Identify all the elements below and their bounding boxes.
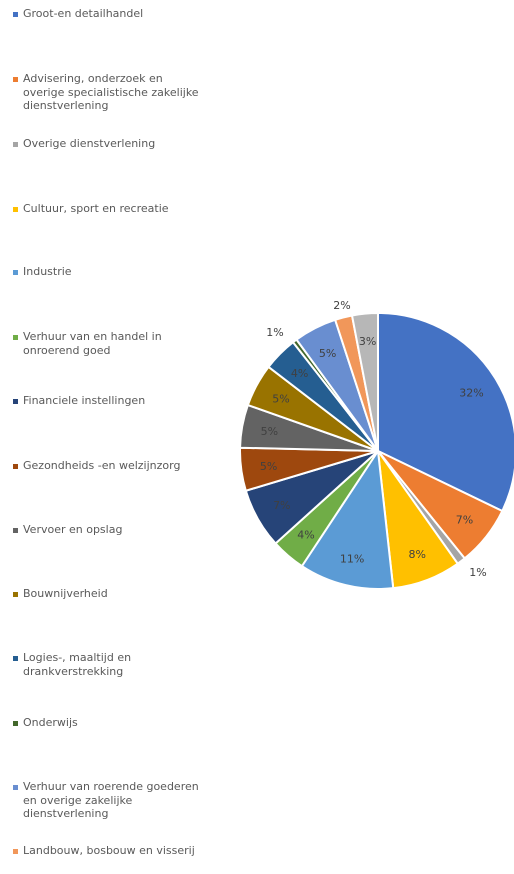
chart-legend: Groot-en detailhandel Advisering, onderzo… xyxy=(0,0,210,874)
legend-label: Bouwnijverheid xyxy=(23,587,108,600)
legend-label: Verhuur van en handel in onroerend goed xyxy=(23,330,162,357)
legend-item: Overige dienstverlening xyxy=(13,137,203,151)
legend-label: Verhuur van roerende goederen en overige… xyxy=(23,780,199,820)
legend-swatch xyxy=(13,11,18,17)
legend-swatch xyxy=(13,334,18,340)
legend-item: Vervoer en opslag xyxy=(13,523,203,537)
pie-slice xyxy=(350,311,379,452)
slice-label: 5% xyxy=(272,392,289,405)
legend-label: Groot-en detailhandel xyxy=(23,7,144,20)
slice-label: 1% xyxy=(266,326,283,339)
legend-label: Landbouw, bosbouw en visserij xyxy=(23,844,195,857)
legend-swatch xyxy=(13,784,18,790)
pie-slice xyxy=(377,311,514,513)
legend-item: Verhuur van en handel in onroerend goed xyxy=(13,330,203,357)
pie-slice xyxy=(300,448,395,590)
slice-label: 5% xyxy=(260,460,277,473)
slice-label: 1% xyxy=(469,566,486,579)
legend-swatch xyxy=(13,206,18,212)
slice-label: 2% xyxy=(333,299,350,312)
legend-swatch xyxy=(13,269,18,275)
slice-label: 7% xyxy=(273,499,290,512)
legend-label: Overige dienstverlening xyxy=(23,137,156,150)
legend-label: Logies-, maaltijd en drankverstrekking xyxy=(23,651,132,678)
legend-item: Cultuur, sport en recreatie xyxy=(13,202,203,216)
legend-label: Financiele instellingen xyxy=(23,394,146,407)
legend-item: Industrie xyxy=(13,265,203,279)
legend-label: Cultuur, sport en recreatie xyxy=(23,202,169,215)
legend-swatch xyxy=(13,463,18,469)
legend-item: Landbouw, bosbouw en visserij xyxy=(13,844,203,858)
legend-item: Bouwnijverheid xyxy=(13,587,203,601)
slice-label: 5% xyxy=(261,425,278,438)
legend-swatch xyxy=(13,720,18,726)
legend-item: Onderwijs xyxy=(13,716,203,730)
legend-swatch xyxy=(13,591,18,597)
legend-item: Groot-en detailhandel xyxy=(13,7,203,21)
legend-item: Advisering, onderzoek en overige special… xyxy=(13,72,203,113)
legend-swatch xyxy=(13,76,18,82)
slice-label: 3% xyxy=(359,335,376,348)
slice-label: 7% xyxy=(456,514,473,527)
legend-label: Vervoer en opslag xyxy=(23,523,123,536)
slice-label: 32% xyxy=(459,386,483,399)
slice-label: 11% xyxy=(340,552,364,565)
legend-swatch xyxy=(13,398,18,404)
legend-label: Advisering, onderzoek en overige special… xyxy=(23,72,199,112)
legend-swatch xyxy=(13,141,18,147)
slice-label: 5% xyxy=(319,347,336,360)
legend-item: Logies-, maaltijd en drankverstrekking xyxy=(13,651,203,678)
legend-label: Onderwijs xyxy=(23,716,78,729)
slice-label: 4% xyxy=(297,529,314,542)
legend-swatch xyxy=(13,527,18,533)
slice-label: 4% xyxy=(291,367,308,380)
legend-item: Gezondheids -en welzijnzorg xyxy=(13,459,203,473)
legend-swatch xyxy=(13,848,18,854)
legend-label: Gezondheids -en welzijnzorg xyxy=(23,459,181,472)
slice-label: 8% xyxy=(408,548,425,561)
legend-label: Industrie xyxy=(23,265,72,278)
legend-item: Financiele instellingen xyxy=(13,394,203,408)
legend-item: Verhuur van roerende goederen en overige… xyxy=(13,780,203,821)
legend-swatch xyxy=(13,655,18,661)
